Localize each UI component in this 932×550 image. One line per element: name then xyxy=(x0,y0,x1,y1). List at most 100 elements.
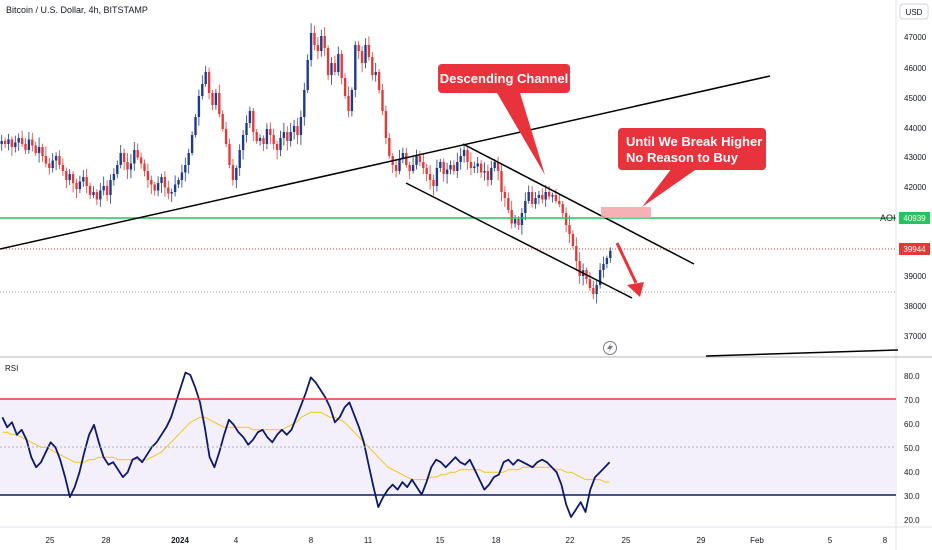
price-tick: 46000 xyxy=(904,64,927,73)
candle-body xyxy=(54,156,58,161)
candle-body xyxy=(405,153,408,165)
candle-body xyxy=(99,190,102,200)
time-label: 18 xyxy=(492,536,501,545)
candle-body xyxy=(122,153,126,162)
candle-body xyxy=(204,72,207,84)
candle-body xyxy=(561,204,564,213)
candle-body xyxy=(27,139,31,150)
break-higher-callout[interactable]: Until We Break Higher No Reason to Buy xyxy=(618,128,766,207)
candle-body xyxy=(170,192,173,194)
lightning-icon[interactable] xyxy=(603,341,617,355)
descending-channel-label: Descending Channel xyxy=(440,71,569,86)
currency-label: USD xyxy=(906,8,923,17)
candle-body xyxy=(139,157,143,164)
candle-body xyxy=(408,165,411,171)
chart-title: Bitcoin / U.S. Dollar, 4h, BITSTAMP xyxy=(6,5,148,15)
candle-body xyxy=(595,285,598,294)
candle-body xyxy=(303,90,306,117)
candle-body xyxy=(201,84,204,96)
candle-body xyxy=(568,225,571,234)
channel-upper-line[interactable] xyxy=(462,143,695,265)
candle-body xyxy=(228,144,231,165)
candle-body xyxy=(371,57,374,75)
candle-body xyxy=(143,163,146,171)
candle-body xyxy=(439,162,442,168)
last-price-value: 39944 xyxy=(903,245,926,254)
candle-body xyxy=(163,177,167,188)
price-tick: 47000 xyxy=(904,33,927,42)
time-label: 15 xyxy=(436,536,445,545)
aoi-zone[interactable] xyxy=(601,207,651,218)
candle-body xyxy=(20,138,24,144)
candle-body xyxy=(422,162,425,168)
candle-body xyxy=(534,198,537,204)
candle-body xyxy=(513,219,517,224)
price-tick: 43000 xyxy=(904,153,927,162)
candle-body xyxy=(588,279,592,288)
candle-body xyxy=(255,132,258,141)
candle-body xyxy=(7,139,10,144)
price-tick: 37000 xyxy=(904,332,927,341)
candle-body xyxy=(564,213,568,225)
rsi-tick: 70.0 xyxy=(904,396,920,405)
candle-body xyxy=(445,169,449,174)
candle-body xyxy=(75,183,78,189)
currency-button[interactable]: USD xyxy=(899,3,929,20)
candle-body xyxy=(245,123,248,135)
candle-body xyxy=(364,45,367,63)
candle-body xyxy=(333,63,337,72)
rsi-line xyxy=(1,371,611,518)
candle-body xyxy=(0,141,3,144)
candle-body xyxy=(476,163,479,167)
candle-body xyxy=(116,165,119,174)
candle-body xyxy=(442,162,445,174)
channel-lower-line[interactable] xyxy=(405,182,633,299)
candle-body xyxy=(34,145,37,153)
candle-body xyxy=(218,93,221,114)
time-label: Feb xyxy=(750,536,764,545)
candle-body xyxy=(88,186,92,195)
candle-body xyxy=(517,219,520,225)
candle-body xyxy=(156,183,160,191)
ascending-trendline[interactable] xyxy=(0,75,771,250)
candle-body xyxy=(388,138,391,156)
candle-body xyxy=(146,171,150,180)
candle-body xyxy=(483,171,486,173)
candle-body xyxy=(150,180,153,185)
candle-body xyxy=(493,162,496,168)
time-label: 11 xyxy=(364,536,373,545)
candle-body xyxy=(299,117,303,135)
bearish-projection-arrow xyxy=(615,242,644,297)
candle-body xyxy=(592,288,595,294)
rsi-tick: 60.0 xyxy=(904,420,920,429)
candle-body xyxy=(102,186,105,191)
rsi-tick: 50.0 xyxy=(904,444,920,453)
candle-body xyxy=(510,210,513,224)
candle-body xyxy=(354,45,357,90)
bottom-trendline[interactable] xyxy=(705,349,899,357)
time-label: 2024 xyxy=(171,536,189,545)
candle-body xyxy=(109,180,112,195)
candle-body xyxy=(65,171,68,180)
time-label: 8 xyxy=(883,536,888,545)
candle-body xyxy=(238,150,241,168)
descending-channel-callout[interactable]: Descending Channel xyxy=(438,64,570,175)
candle-body xyxy=(61,165,65,171)
candle-body xyxy=(14,142,17,147)
candle-body xyxy=(187,153,190,165)
candle-body xyxy=(119,153,122,165)
candle-body xyxy=(207,72,211,93)
candle-body xyxy=(160,177,163,183)
candle-body xyxy=(306,60,309,90)
candle-body xyxy=(58,156,61,165)
price-tick: 45000 xyxy=(904,94,927,103)
candle-body xyxy=(296,126,299,135)
candle-body xyxy=(490,168,493,180)
rsi-tick: 80.0 xyxy=(904,372,920,381)
candle-body xyxy=(3,141,7,144)
candle-body xyxy=(48,163,51,168)
aoi-label: AOI xyxy=(880,213,896,223)
candle-body xyxy=(316,45,320,51)
rsi-label: RSI xyxy=(5,364,19,373)
